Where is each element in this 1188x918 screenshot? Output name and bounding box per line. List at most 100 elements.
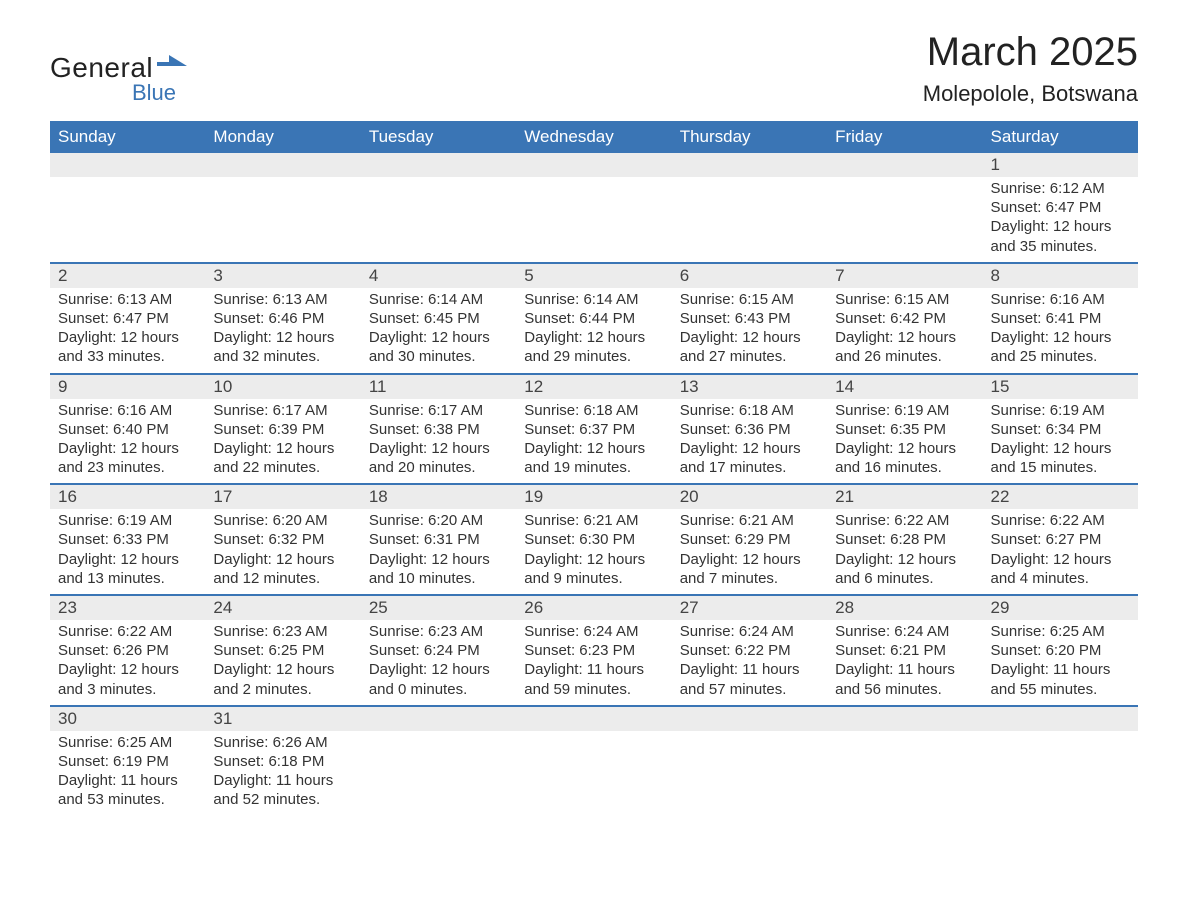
day-dl1: Daylight: 12 hours bbox=[524, 439, 663, 458]
day-dl2: and 6 minutes. bbox=[835, 569, 974, 588]
day-details: Sunrise: 6:17 AMSunset: 6:39 PMDaylight:… bbox=[205, 399, 360, 484]
calendar-day bbox=[672, 707, 827, 816]
day-number: 22 bbox=[983, 485, 1138, 509]
day-dl1: Daylight: 12 hours bbox=[524, 328, 663, 347]
day-dl2: and 57 minutes. bbox=[680, 680, 819, 699]
day-sunset: Sunset: 6:40 PM bbox=[58, 420, 197, 439]
day-dl1: Daylight: 11 hours bbox=[58, 771, 197, 790]
day-number bbox=[672, 707, 827, 731]
day-dl2: and 9 minutes. bbox=[524, 569, 663, 588]
day-sunrise: Sunrise: 6:23 AM bbox=[213, 622, 352, 641]
day-sunset: Sunset: 6:22 PM bbox=[680, 641, 819, 660]
day-number: 10 bbox=[205, 375, 360, 399]
day-dl1: Daylight: 12 hours bbox=[991, 217, 1130, 236]
calendar-day: 9Sunrise: 6:16 AMSunset: 6:40 PMDaylight… bbox=[50, 375, 205, 484]
day-details: Sunrise: 6:26 AMSunset: 6:18 PMDaylight:… bbox=[205, 731, 360, 816]
calendar-day: 31Sunrise: 6:26 AMSunset: 6:18 PMDayligh… bbox=[205, 707, 360, 816]
calendar-day: 8Sunrise: 6:16 AMSunset: 6:41 PMDaylight… bbox=[983, 264, 1138, 373]
calendar-day: 15Sunrise: 6:19 AMSunset: 6:34 PMDayligh… bbox=[983, 375, 1138, 484]
day-number: 12 bbox=[516, 375, 671, 399]
day-sunset: Sunset: 6:21 PM bbox=[835, 641, 974, 660]
day-number: 30 bbox=[50, 707, 205, 731]
calendar-day: 24Sunrise: 6:23 AMSunset: 6:25 PMDayligh… bbox=[205, 596, 360, 705]
calendar-day: 27Sunrise: 6:24 AMSunset: 6:22 PMDayligh… bbox=[672, 596, 827, 705]
day-sunset: Sunset: 6:33 PM bbox=[58, 530, 197, 549]
day-details: Sunrise: 6:17 AMSunset: 6:38 PMDaylight:… bbox=[361, 399, 516, 484]
calendar-week: 1Sunrise: 6:12 AMSunset: 6:47 PMDaylight… bbox=[50, 153, 1138, 262]
day-details: Sunrise: 6:19 AMSunset: 6:34 PMDaylight:… bbox=[983, 399, 1138, 484]
day-details: Sunrise: 6:12 AMSunset: 6:47 PMDaylight:… bbox=[983, 177, 1138, 262]
day-sunrise: Sunrise: 6:26 AM bbox=[213, 733, 352, 752]
calendar-day: 23Sunrise: 6:22 AMSunset: 6:26 PMDayligh… bbox=[50, 596, 205, 705]
day-dl2: and 10 minutes. bbox=[369, 569, 508, 588]
day-dl1: Daylight: 12 hours bbox=[369, 550, 508, 569]
day-sunrise: Sunrise: 6:17 AM bbox=[369, 401, 508, 420]
day-dl2: and 52 minutes. bbox=[213, 790, 352, 809]
calendar-week: 16Sunrise: 6:19 AMSunset: 6:33 PMDayligh… bbox=[50, 483, 1138, 594]
day-dl1: Daylight: 12 hours bbox=[58, 550, 197, 569]
calendar-day: 14Sunrise: 6:19 AMSunset: 6:35 PMDayligh… bbox=[827, 375, 982, 484]
day-sunset: Sunset: 6:30 PM bbox=[524, 530, 663, 549]
day-dl1: Daylight: 12 hours bbox=[213, 660, 352, 679]
calendar-day: 26Sunrise: 6:24 AMSunset: 6:23 PMDayligh… bbox=[516, 596, 671, 705]
day-dl1: Daylight: 12 hours bbox=[991, 439, 1130, 458]
day-dl1: Daylight: 12 hours bbox=[213, 328, 352, 347]
day-dl1: Daylight: 12 hours bbox=[58, 439, 197, 458]
day-details: Sunrise: 6:22 AMSunset: 6:28 PMDaylight:… bbox=[827, 509, 982, 594]
day-dl2: and 17 minutes. bbox=[680, 458, 819, 477]
day-details: Sunrise: 6:25 AMSunset: 6:20 PMDaylight:… bbox=[983, 620, 1138, 705]
day-dl1: Daylight: 12 hours bbox=[58, 328, 197, 347]
title-block: March 2025 Molepolole, Botswana bbox=[923, 30, 1138, 107]
calendar-page: General Blue March 2025 Molepolole, Bots… bbox=[50, 30, 1138, 816]
calendar-day: 4Sunrise: 6:14 AMSunset: 6:45 PMDaylight… bbox=[361, 264, 516, 373]
day-sunrise: Sunrise: 6:19 AM bbox=[58, 511, 197, 530]
flag-icon bbox=[157, 55, 187, 82]
day-details: Sunrise: 6:19 AMSunset: 6:35 PMDaylight:… bbox=[827, 399, 982, 484]
day-details: Sunrise: 6:20 AMSunset: 6:32 PMDaylight:… bbox=[205, 509, 360, 594]
calendar-day: 17Sunrise: 6:20 AMSunset: 6:32 PMDayligh… bbox=[205, 485, 360, 594]
day-sunset: Sunset: 6:18 PM bbox=[213, 752, 352, 771]
day-number bbox=[827, 707, 982, 731]
calendar-day: 11Sunrise: 6:17 AMSunset: 6:38 PMDayligh… bbox=[361, 375, 516, 484]
day-number: 3 bbox=[205, 264, 360, 288]
day-number bbox=[516, 153, 671, 177]
day-number: 18 bbox=[361, 485, 516, 509]
day-details: Sunrise: 6:18 AMSunset: 6:37 PMDaylight:… bbox=[516, 399, 671, 484]
day-dl2: and 7 minutes. bbox=[680, 569, 819, 588]
calendar-day: 6Sunrise: 6:15 AMSunset: 6:43 PMDaylight… bbox=[672, 264, 827, 373]
day-sunrise: Sunrise: 6:20 AM bbox=[369, 511, 508, 530]
day-dl2: and 19 minutes. bbox=[524, 458, 663, 477]
calendar-day: 5Sunrise: 6:14 AMSunset: 6:44 PMDaylight… bbox=[516, 264, 671, 373]
day-sunset: Sunset: 6:37 PM bbox=[524, 420, 663, 439]
day-number bbox=[361, 153, 516, 177]
day-dl1: Daylight: 11 hours bbox=[680, 660, 819, 679]
day-number: 6 bbox=[672, 264, 827, 288]
location-label: Molepolole, Botswana bbox=[923, 81, 1138, 107]
calendar-day bbox=[361, 153, 516, 262]
calendar-day: 28Sunrise: 6:24 AMSunset: 6:21 PMDayligh… bbox=[827, 596, 982, 705]
day-dl1: Daylight: 11 hours bbox=[835, 660, 974, 679]
day-dl1: Daylight: 11 hours bbox=[213, 771, 352, 790]
day-sunrise: Sunrise: 6:22 AM bbox=[991, 511, 1130, 530]
calendar-day: 3Sunrise: 6:13 AMSunset: 6:46 PMDaylight… bbox=[205, 264, 360, 373]
day-sunrise: Sunrise: 6:18 AM bbox=[680, 401, 819, 420]
dow-wednesday: Wednesday bbox=[516, 121, 671, 153]
day-dl2: and 22 minutes. bbox=[213, 458, 352, 477]
calendar-day: 13Sunrise: 6:18 AMSunset: 6:36 PMDayligh… bbox=[672, 375, 827, 484]
day-sunset: Sunset: 6:32 PM bbox=[213, 530, 352, 549]
day-sunrise: Sunrise: 6:14 AM bbox=[369, 290, 508, 309]
day-details: Sunrise: 6:24 AMSunset: 6:22 PMDaylight:… bbox=[672, 620, 827, 705]
calendar-day bbox=[361, 707, 516, 816]
calendar-day: 22Sunrise: 6:22 AMSunset: 6:27 PMDayligh… bbox=[983, 485, 1138, 594]
day-number: 1 bbox=[983, 153, 1138, 177]
day-dl1: Daylight: 12 hours bbox=[835, 439, 974, 458]
calendar-day: 29Sunrise: 6:25 AMSunset: 6:20 PMDayligh… bbox=[983, 596, 1138, 705]
day-number bbox=[205, 153, 360, 177]
day-sunset: Sunset: 6:24 PM bbox=[369, 641, 508, 660]
day-sunrise: Sunrise: 6:15 AM bbox=[680, 290, 819, 309]
day-details: Sunrise: 6:16 AMSunset: 6:40 PMDaylight:… bbox=[50, 399, 205, 484]
calendar-week: 23Sunrise: 6:22 AMSunset: 6:26 PMDayligh… bbox=[50, 594, 1138, 705]
day-dl2: and 13 minutes. bbox=[58, 569, 197, 588]
day-number: 25 bbox=[361, 596, 516, 620]
day-sunset: Sunset: 6:31 PM bbox=[369, 530, 508, 549]
